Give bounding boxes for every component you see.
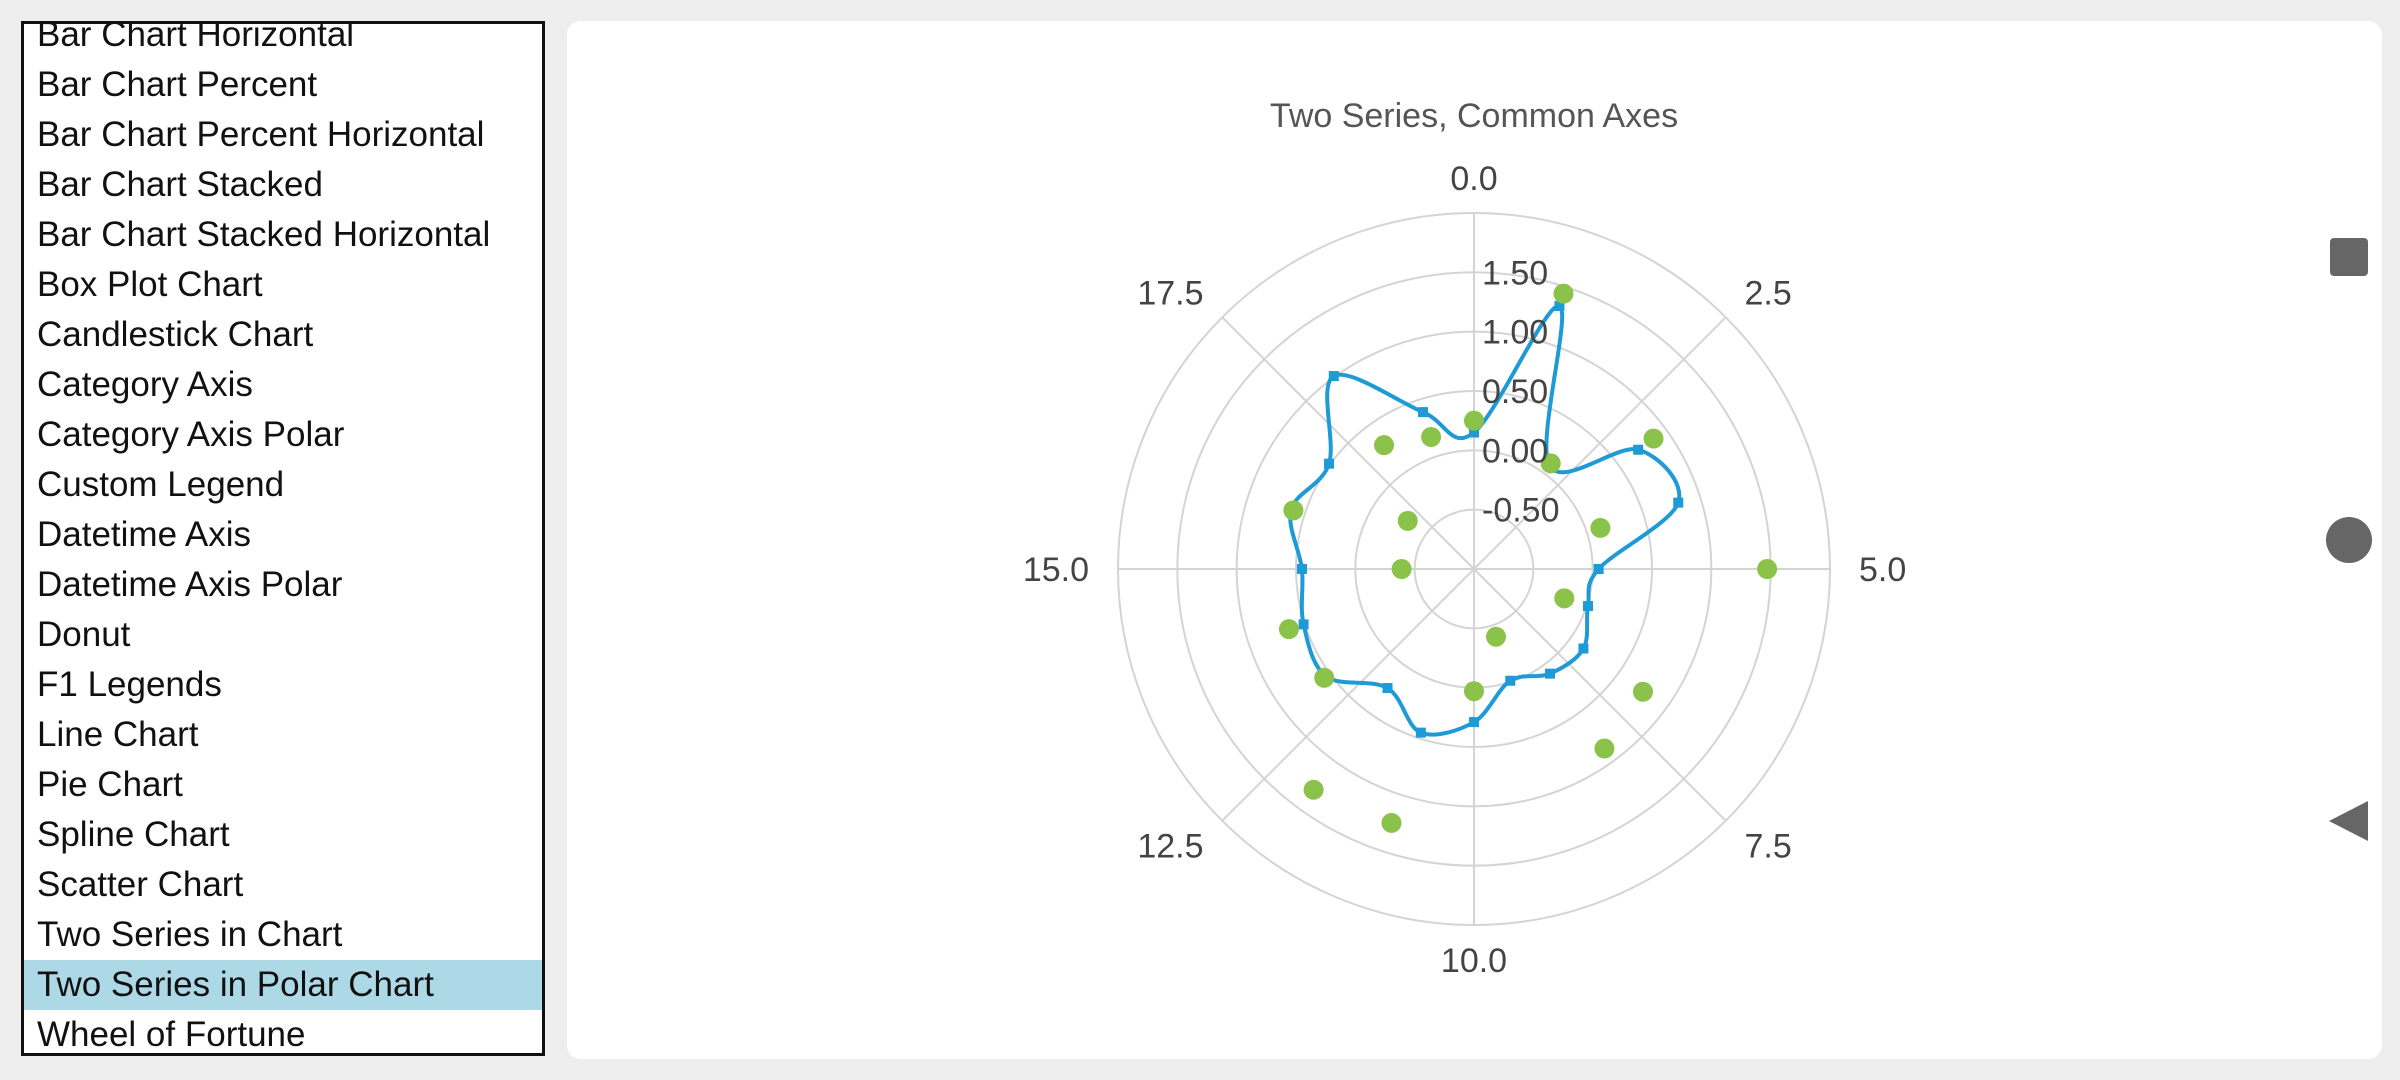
list-item[interactable]: Scatter Chart	[37, 865, 244, 904]
scatter-point	[1421, 426, 1442, 447]
spline-point	[1415, 727, 1426, 738]
angle-tick-label: 0.0	[1450, 160, 1497, 198]
list-item[interactable]: Two Series in Chart	[37, 915, 343, 954]
scatter-point	[1314, 667, 1335, 688]
recent-apps-button[interactable]	[2312, 220, 2386, 294]
list-item[interactable]: Pie Chart	[37, 765, 183, 804]
scatter-point	[1486, 626, 1507, 647]
list-item[interactable]: Bar Chart Percent Horizontal	[37, 115, 485, 154]
angle-tick-label: 15.0	[1023, 551, 1089, 589]
circle-icon	[2326, 517, 2372, 563]
scatter-point	[1643, 428, 1664, 449]
spline-point	[1328, 371, 1339, 382]
list-item[interactable]: Spline Chart	[37, 815, 230, 854]
chart-list[interactable]: Bar Chart Horizontal Bar Chart Percent Bar…	[21, 21, 545, 1056]
radial-tick-label: 0.50	[1482, 373, 1548, 411]
spline-point	[1298, 619, 1309, 630]
spline-point	[1593, 564, 1604, 574]
scatter-point	[1374, 435, 1395, 456]
spline-point	[1578, 643, 1589, 654]
spline-point	[1469, 717, 1479, 728]
triangle-back-icon	[2329, 801, 2368, 841]
home-button[interactable]	[2312, 503, 2386, 577]
spline-point	[1554, 301, 1565, 312]
list-item[interactable]: Box Plot Chart	[37, 265, 263, 304]
grid-spoke	[1221, 316, 1475, 570]
grid-spoke	[1221, 568, 1475, 822]
spline-point	[1418, 407, 1429, 418]
list-item[interactable]: Category Axis	[37, 365, 253, 404]
list-item[interactable]: Candlestick Chart	[37, 315, 314, 354]
scatter-point	[1757, 559, 1778, 579]
angle-tick-label: 12.5	[1137, 827, 1203, 865]
chart-card: Two Series, Common Axes 0.0 2.5 5.0 7.5 10.0…	[567, 21, 2382, 1059]
spline-point	[1382, 683, 1393, 694]
grid-spoke	[1473, 568, 1727, 822]
scatter-point	[1553, 283, 1574, 304]
square-icon	[2330, 238, 2368, 276]
scatter-point	[1554, 588, 1575, 609]
navigation-bar	[2298, 0, 2400, 1080]
list-item[interactable]: F1 Legends	[37, 665, 222, 704]
list-item[interactable]: Line Chart	[37, 715, 199, 754]
radial-tick-label: 1.50	[1482, 254, 1548, 292]
spline-point	[1469, 427, 1479, 438]
polar-chart: Two Series, Common Axes 0.0 2.5 5.0 7.5 10.0…	[1023, 97, 1906, 980]
spline-point	[1505, 675, 1516, 686]
spline-point	[1582, 601, 1593, 612]
scatter-point	[1283, 500, 1304, 521]
angle-tick-label: 10.0	[1441, 942, 1507, 980]
list-item[interactable]: Custom Legend	[37, 465, 285, 504]
scatter-point	[1397, 510, 1418, 531]
angle-tick-label: 5.0	[1859, 551, 1906, 589]
list-item[interactable]: Bar Chart Stacked Horizontal	[37, 215, 491, 254]
scatter-point	[1381, 812, 1402, 833]
axis-labels: 0.0 2.5 5.0 7.5 10.0 12.5 15.0 17.5 -0.50 0.00 0.5…	[1023, 160, 1906, 980]
list-item[interactable]: Two Series in Polar Chart	[24, 960, 542, 1010]
scatter-point	[1590, 517, 1611, 538]
scatter-point	[1303, 779, 1324, 800]
spline-point	[1296, 564, 1307, 574]
spline-point	[1324, 458, 1335, 469]
spline-point	[1673, 497, 1684, 508]
radial-tick-label: -0.50	[1482, 492, 1560, 530]
grid-spoke	[1473, 316, 1727, 570]
angle-tick-label: 2.5	[1744, 275, 1791, 313]
scatter-point	[1391, 559, 1412, 579]
scatter-point	[1632, 681, 1653, 702]
scatter-point	[1278, 619, 1299, 640]
list-item[interactable]: Bar Chart Percent	[37, 65, 318, 104]
angle-tick-label: 7.5	[1744, 827, 1791, 865]
back-button[interactable]	[2312, 784, 2386, 858]
radial-tick-label: 1.00	[1482, 314, 1548, 352]
chart-title: Two Series, Common Axes	[1270, 97, 1678, 135]
list-item[interactable]: Datetime Axis Polar	[37, 565, 343, 604]
angle-tick-label: 17.5	[1137, 275, 1203, 313]
list-item[interactable]: Bar Chart Stacked	[37, 165, 323, 204]
scatter-point	[1464, 410, 1484, 431]
scatter-point	[1540, 453, 1561, 474]
list-item[interactable]: Category Axis Polar	[37, 415, 345, 454]
list-item[interactable]: Donut	[37, 615, 131, 654]
spline-point	[1545, 668, 1556, 679]
list-item[interactable]: Wheel of Fortune	[37, 1015, 306, 1054]
series-layer	[1278, 283, 1778, 833]
spline-point	[1633, 444, 1644, 455]
radial-tick-label: 0.00	[1482, 432, 1548, 470]
list-item[interactable]: Bar Chart Horizontal	[37, 21, 355, 54]
list-item[interactable]: Datetime Axis	[37, 515, 251, 554]
scatter-point	[1464, 681, 1484, 702]
scatter-point	[1594, 738, 1615, 759]
polar-grid	[1117, 212, 1831, 926]
